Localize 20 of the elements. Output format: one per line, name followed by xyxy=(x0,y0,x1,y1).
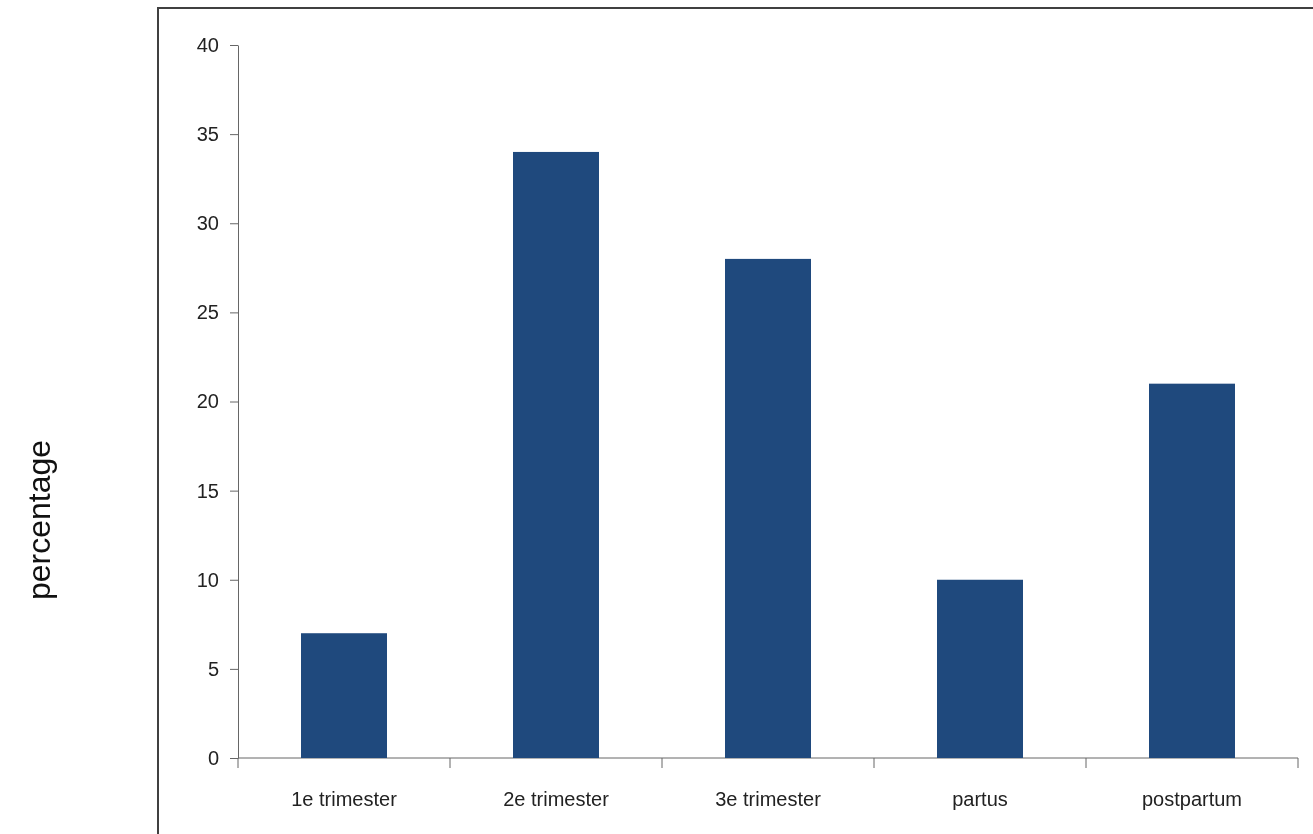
y-tick-label: 20 xyxy=(196,390,219,413)
bar xyxy=(301,633,387,758)
bar xyxy=(725,258,811,758)
y-tick-label: 25 xyxy=(196,301,219,324)
bar xyxy=(1149,383,1235,758)
y-axis-title: percentage xyxy=(21,439,57,601)
bar xyxy=(513,151,599,758)
x-tick-label: 3e trimester xyxy=(715,788,822,810)
x-tick-label: partus xyxy=(952,788,1008,810)
x-tick-label: 2e trimester xyxy=(503,788,610,810)
bar xyxy=(937,579,1023,758)
y-tick-label: 35 xyxy=(196,123,219,146)
y-tick-label: 15 xyxy=(196,479,219,502)
x-tick-label: 1e trimester xyxy=(291,788,398,810)
x-tick-label: postpartum xyxy=(1141,788,1243,810)
y-tick-label: 10 xyxy=(196,568,219,591)
y-tick-label: 5 xyxy=(207,657,219,680)
y-tick-label: 0 xyxy=(207,746,219,769)
y-tick-label: 40 xyxy=(196,33,219,56)
y-tick-label: 30 xyxy=(196,212,219,235)
